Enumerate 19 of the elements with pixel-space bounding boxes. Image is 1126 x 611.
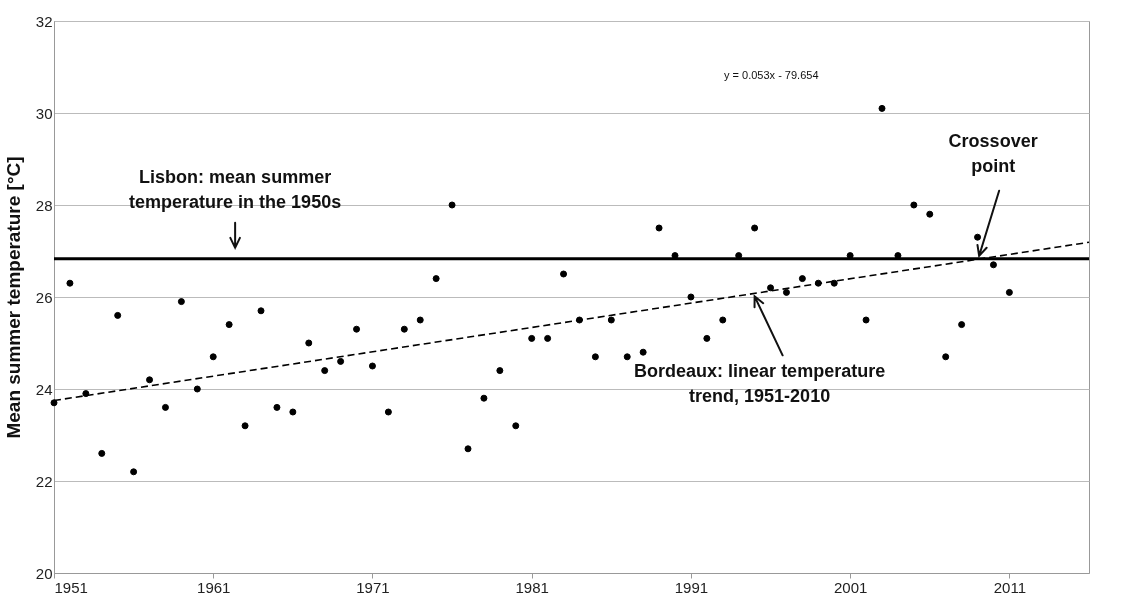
x-tick-label: 2011 xyxy=(993,578,1027,596)
y-axis-title: Mean summer temperature [°C] xyxy=(2,156,24,439)
x-tick-label: 1961 xyxy=(197,578,231,596)
y-tick-label: 30 xyxy=(35,104,53,122)
x-tick-label: 1951 xyxy=(54,578,88,596)
x-tick-label: 1981 xyxy=(515,578,549,596)
ref-line-label: Lisbon: mean summer temperature in the 1950s xyxy=(129,166,342,212)
x-tick-label: 1971 xyxy=(356,578,390,596)
y-tick-label: 32 xyxy=(35,12,53,30)
y-tick-label: 28 xyxy=(35,196,53,214)
annotation: y = 0.053x - 79.654 xyxy=(724,69,819,82)
x-tick-label: 1991 xyxy=(674,578,709,596)
x-tick-label: 2001 xyxy=(833,578,868,596)
y-tick-label: 26 xyxy=(35,288,53,306)
annotation: Bordeaux: linear temperature trend, 1951-2010 xyxy=(634,361,886,407)
y-tick-label: 22 xyxy=(35,472,53,490)
y-tick-label: 24 xyxy=(35,380,53,398)
annotation: Crossover point xyxy=(948,130,1038,176)
y-tick-label: 20 xyxy=(35,564,53,582)
